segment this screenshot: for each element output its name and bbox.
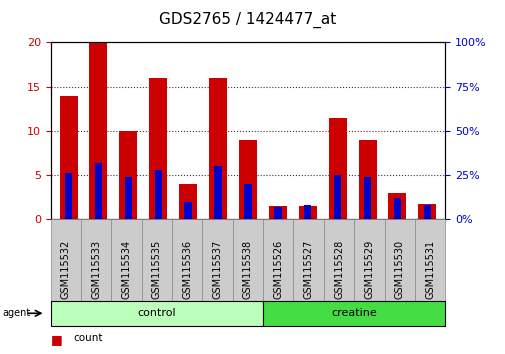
Text: GSM115535: GSM115535 [152,240,162,299]
Bar [119,131,137,219]
Bar [214,166,221,219]
Bar [333,175,341,219]
Bar [65,173,72,219]
Bar [328,118,346,219]
Bar [184,202,191,219]
Bar [418,205,435,219]
Bar [268,206,286,219]
Text: GSM115537: GSM115537 [212,240,222,299]
Bar [179,184,197,219]
Bar [244,184,251,219]
Text: control: control [137,308,176,318]
Bar [363,177,371,219]
Bar [124,177,132,219]
Bar [393,198,400,219]
Bar [388,193,406,219]
Text: GDS2765 / 1424477_at: GDS2765 / 1424477_at [159,12,336,28]
Text: agent: agent [3,308,31,318]
Text: GSM115536: GSM115536 [182,240,192,299]
Text: ■: ■ [50,333,62,346]
Text: creatine: creatine [331,308,376,318]
Bar [209,78,227,219]
Bar [358,140,376,219]
Text: GSM115528: GSM115528 [333,240,343,299]
Bar [149,78,167,219]
Text: GSM115538: GSM115538 [242,240,252,299]
Bar [298,206,316,219]
Text: GSM115526: GSM115526 [273,240,283,299]
Text: GSM115527: GSM115527 [303,240,313,299]
Bar [94,163,102,219]
Bar [238,140,257,219]
Text: GSM115530: GSM115530 [394,240,404,299]
Text: GSM115533: GSM115533 [91,240,101,299]
Text: GSM115534: GSM115534 [121,240,131,299]
Bar [423,205,430,219]
Text: GSM115529: GSM115529 [364,240,374,299]
Bar [89,42,107,219]
Text: count: count [73,333,103,343]
Text: GSM115532: GSM115532 [61,240,71,299]
Bar [60,96,77,219]
Bar [304,205,311,219]
Bar [274,207,281,219]
Bar [154,170,162,219]
Text: GSM115531: GSM115531 [424,240,434,299]
